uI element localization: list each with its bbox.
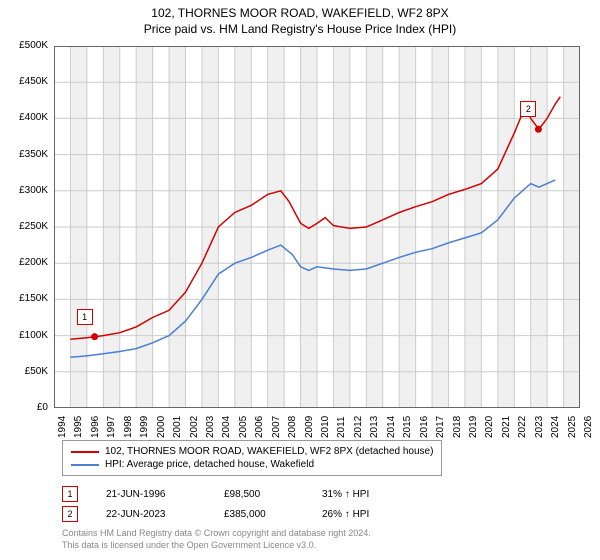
footer-line: Contains HM Land Registry data © Crown c…: [62, 528, 371, 540]
sale-marker-icon: 1: [62, 486, 78, 502]
x-tick-label: 2020: [484, 416, 495, 438]
footer-line: This data is licensed under the Open Gov…: [62, 540, 371, 552]
table-row: 1 21-JUN-1996 £98,500 31% ↑ HPI: [62, 484, 369, 504]
x-tick-label: 2006: [254, 416, 265, 438]
x-tick-label: 2013: [369, 416, 380, 438]
sales-table: 1 21-JUN-1996 £98,500 31% ↑ HPI 2 22-JUN…: [62, 484, 369, 524]
sale-date: 22-JUN-2023: [106, 509, 196, 520]
x-tick-label: 2002: [189, 416, 200, 438]
chart-title-line1: 102, THORNES MOOR ROAD, WAKEFIELD, WF2 8…: [0, 0, 600, 20]
x-tick-label: 1994: [57, 416, 68, 438]
table-row: 2 22-JUN-2023 £385,000 26% ↑ HPI: [62, 504, 369, 524]
sale-marker-icon: 2: [62, 506, 78, 522]
x-tick-label: 1995: [73, 416, 84, 438]
y-tick-label: £250K: [0, 221, 48, 232]
sale-delta: 26% ↑ HPI: [322, 509, 369, 520]
legend-label: 102, THORNES MOOR ROAD, WAKEFIELD, WF2 8…: [105, 446, 433, 457]
legend-item: HPI: Average price, detached house, Wake…: [71, 458, 433, 471]
x-tick-label: 2025: [567, 416, 578, 438]
sale-date: 21-JUN-1996: [106, 489, 196, 500]
x-tick-label: 2024: [550, 416, 561, 438]
x-tick-label: 2022: [517, 416, 528, 438]
x-tick-label: 2026: [583, 416, 594, 438]
legend: 102, THORNES MOOR ROAD, WAKEFIELD, WF2 8…: [62, 440, 442, 476]
x-tick-label: 1999: [139, 416, 150, 438]
footer-attribution: Contains HM Land Registry data © Crown c…: [62, 528, 371, 551]
x-tick-label: 2021: [501, 416, 512, 438]
x-tick-label: 2008: [287, 416, 298, 438]
x-tick-label: 2010: [320, 416, 331, 438]
y-tick-label: £450K: [0, 76, 48, 87]
legend-item: 102, THORNES MOOR ROAD, WAKEFIELD, WF2 8…: [71, 445, 433, 458]
sale-marker-box: 1: [77, 309, 93, 325]
x-tick-label: 2011: [336, 416, 347, 438]
x-tick-label: 2003: [205, 416, 216, 438]
sale-price: £98,500: [224, 489, 294, 500]
legend-swatch: [71, 451, 99, 453]
sale-delta: 31% ↑ HPI: [322, 489, 369, 500]
line-chart: [54, 46, 580, 408]
y-tick-label: £0: [0, 402, 48, 413]
y-tick-label: £150K: [0, 293, 48, 304]
x-tick-label: 2000: [156, 416, 167, 438]
x-tick-label: 2005: [238, 416, 249, 438]
x-tick-label: 2004: [221, 416, 232, 438]
y-tick-label: £500K: [0, 40, 48, 51]
x-tick-label: 2016: [419, 416, 430, 438]
y-tick-label: £350K: [0, 149, 48, 160]
x-tick-label: 2007: [271, 416, 282, 438]
sale-price: £385,000: [224, 509, 294, 520]
legend-swatch: [71, 464, 99, 466]
sale-marker-box: 2: [520, 101, 536, 117]
chart-container: 102, THORNES MOOR ROAD, WAKEFIELD, WF2 8…: [0, 0, 600, 560]
y-tick-label: £50K: [0, 366, 48, 377]
y-tick-label: £400K: [0, 112, 48, 123]
x-tick-label: 2019: [468, 416, 479, 438]
x-tick-label: 2015: [402, 416, 413, 438]
x-tick-label: 2001: [172, 416, 183, 438]
y-tick-label: £100K: [0, 330, 48, 341]
x-tick-label: 2018: [452, 416, 463, 438]
x-tick-label: 1998: [123, 416, 134, 438]
x-tick-label: 2017: [435, 416, 446, 438]
y-tick-label: £200K: [0, 257, 48, 268]
x-tick-label: 1996: [90, 416, 101, 438]
x-tick-label: 2014: [386, 416, 397, 438]
legend-label: HPI: Average price, detached house, Wake…: [105, 459, 314, 470]
x-tick-label: 2009: [304, 416, 315, 438]
x-tick-label: 2012: [353, 416, 364, 438]
y-tick-label: £300K: [0, 185, 48, 196]
x-tick-label: 2023: [534, 416, 545, 438]
chart-title-line2: Price paid vs. HM Land Registry's House …: [0, 20, 600, 40]
x-tick-label: 1997: [106, 416, 117, 438]
